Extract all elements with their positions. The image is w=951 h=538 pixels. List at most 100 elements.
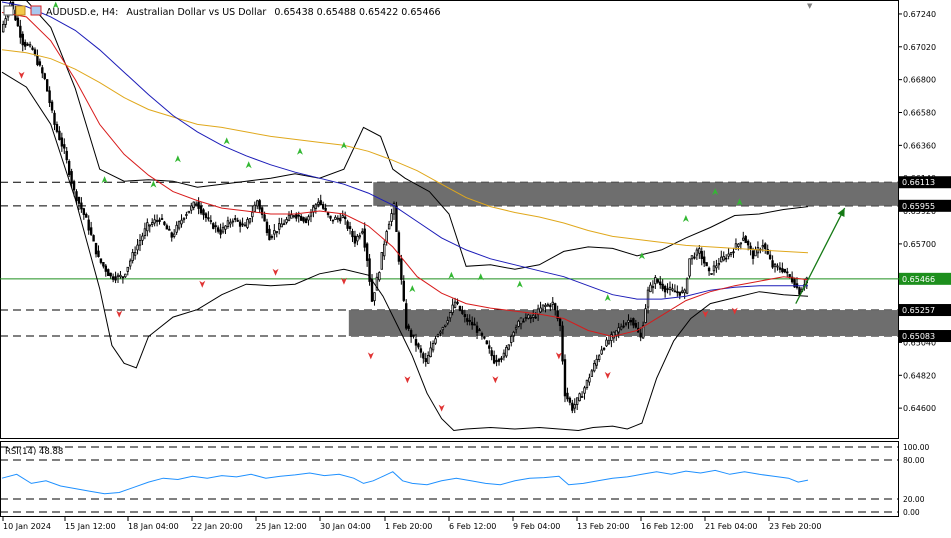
candle-body	[492, 355, 496, 364]
candle	[238, 219, 242, 233]
chart-bars-icon[interactable]	[30, 5, 42, 16]
candle-body	[776, 265, 779, 268]
candle-body	[427, 354, 430, 364]
price-tick-label: 0.65700	[903, 240, 936, 249]
candle-body	[114, 276, 117, 281]
down-fractal-arrow	[404, 376, 411, 384]
candle	[585, 379, 589, 390]
candle-body	[497, 358, 501, 362]
candle-body	[392, 203, 396, 215]
candle	[92, 234, 95, 242]
candle	[744, 235, 747, 244]
chart-window-icon[interactable]	[3, 5, 14, 16]
candle	[563, 354, 567, 403]
candle-body	[192, 201, 195, 208]
candle-body	[31, 47, 34, 50]
candle	[412, 334, 415, 339]
candle	[470, 316, 474, 330]
candle	[241, 217, 244, 227]
candle-body	[97, 250, 100, 257]
price-tick-label: 0.66580	[903, 108, 936, 117]
down-fractal-arrow	[604, 371, 611, 379]
candle	[109, 272, 112, 279]
candle-body	[292, 215, 296, 218]
candle-body	[368, 258, 371, 282]
bollinger-lower-line[interactable]	[1, 71, 809, 432]
candle	[102, 261, 105, 269]
candle-body	[656, 279, 659, 283]
rsi-line[interactable]	[1, 469, 809, 495]
shift-marker-icon[interactable]: ▼	[807, 2, 813, 10]
candle	[260, 206, 264, 219]
symbol-timeframe: AUDUSD.e, H4:	[46, 7, 118, 18]
candle	[287, 211, 291, 222]
candle-body	[597, 355, 601, 361]
candle	[158, 217, 161, 225]
candle-body	[510, 336, 513, 343]
candle-body	[136, 244, 139, 251]
candle-body	[529, 316, 532, 319]
candle-body	[231, 220, 235, 223]
level-price-tag	[899, 304, 951, 317]
down-fractal-arrow	[18, 71, 25, 79]
candle-body	[556, 310, 559, 319]
candle	[776, 263, 779, 271]
candle-body	[773, 263, 777, 267]
candle	[307, 214, 310, 226]
candle-body	[451, 304, 454, 313]
mid-ma-line[interactable]	[1, 1, 808, 300]
candle-body	[417, 343, 420, 348]
candle-body	[380, 252, 383, 270]
candle	[165, 223, 169, 230]
candle-body	[724, 257, 728, 260]
candle	[392, 201, 396, 220]
candle	[336, 215, 340, 223]
candle-body	[544, 304, 547, 308]
candle-body	[214, 225, 217, 228]
candle-body	[107, 269, 110, 276]
candle-body	[75, 191, 78, 202]
candle-body	[387, 223, 391, 230]
current-price-label: 0.65466	[902, 275, 935, 284]
candle	[111, 273, 115, 283]
candle	[434, 336, 437, 345]
down-fractal-arrow	[199, 280, 206, 288]
zone-rect-1[interactable]	[373, 182, 898, 206]
chart-header: AUDUSD.e, H4: Australian Dollar vs US Do…	[3, 2, 813, 18]
projection-arrow-line[interactable]	[795, 207, 846, 304]
price-tick-label: 0.67240	[903, 10, 936, 19]
candle	[478, 327, 481, 332]
candle-body	[33, 49, 37, 55]
candle-body	[270, 236, 274, 238]
candle-body	[739, 242, 743, 245]
projection-arrow-head	[837, 208, 845, 218]
up-fractal-arrow	[448, 271, 455, 279]
candle-body	[512, 331, 515, 337]
candle-body	[407, 325, 410, 329]
candle	[94, 242, 98, 258]
current-price-tag	[899, 272, 951, 285]
fast-ma-line[interactable]	[1, 12, 809, 338]
candle	[180, 214, 183, 228]
candle-body	[649, 284, 652, 293]
rsi-label: RSI(14) 48.88	[5, 447, 63, 457]
slow-ma-line[interactable]	[1, 49, 809, 254]
candle	[77, 196, 81, 211]
candle-body	[534, 316, 537, 319]
candle-body	[641, 325, 645, 339]
candle	[544, 303, 547, 313]
candle-body	[602, 348, 606, 350]
bollinger-upper-line[interactable]	[2, 0, 809, 270]
candle	[651, 280, 655, 294]
candle-body	[219, 229, 222, 235]
candle-body	[383, 243, 386, 257]
candle	[483, 336, 486, 340]
candle	[248, 218, 252, 225]
chart-grid-icon[interactable]	[15, 5, 26, 16]
candle-body	[65, 150, 68, 161]
candle-body	[102, 262, 105, 267]
candle-body	[400, 258, 403, 280]
candle	[129, 258, 132, 270]
up-fractal-arrow	[604, 294, 611, 302]
candle-body	[485, 340, 489, 345]
